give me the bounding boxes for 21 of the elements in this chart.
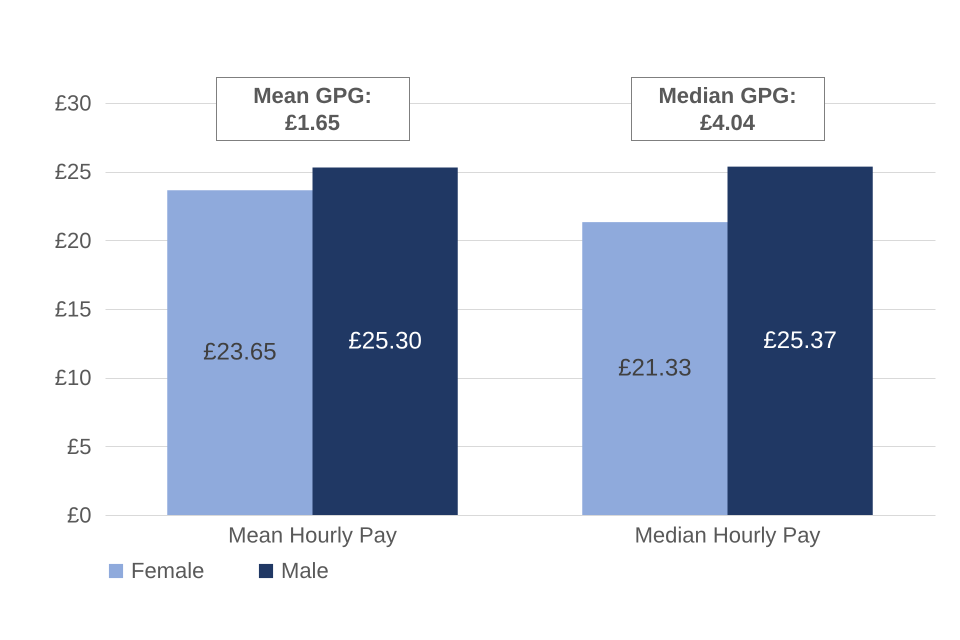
bar [582, 222, 728, 515]
y-tick-label: £10 [54, 365, 92, 390]
data-label: £21.33 [618, 354, 692, 382]
bar [167, 190, 312, 515]
y-tick-label: £5 [67, 434, 92, 459]
y-tick-label: £0 [67, 502, 92, 528]
legend-label: Male [281, 558, 329, 583]
x-tick-label: Mean Hourly Pay [228, 522, 397, 548]
data-label: £25.30 [348, 327, 422, 354]
data-label: £23.65 [203, 338, 277, 366]
note-box: Mean GPG: £1.65 [216, 77, 410, 141]
y-tick-label: £20 [54, 228, 92, 253]
bar [728, 166, 873, 515]
y-tick-label: £25 [54, 159, 92, 184]
y-tick-label: £15 [54, 296, 92, 322]
bar [312, 168, 458, 515]
y-tick-label: £30 [54, 90, 92, 116]
data-label: £25.37 [763, 326, 837, 354]
legend-label: Female [131, 558, 204, 583]
note-box: Median GPG: £4.04 [630, 77, 824, 141]
x-tick-label: Median Hourly Pay [634, 522, 820, 548]
